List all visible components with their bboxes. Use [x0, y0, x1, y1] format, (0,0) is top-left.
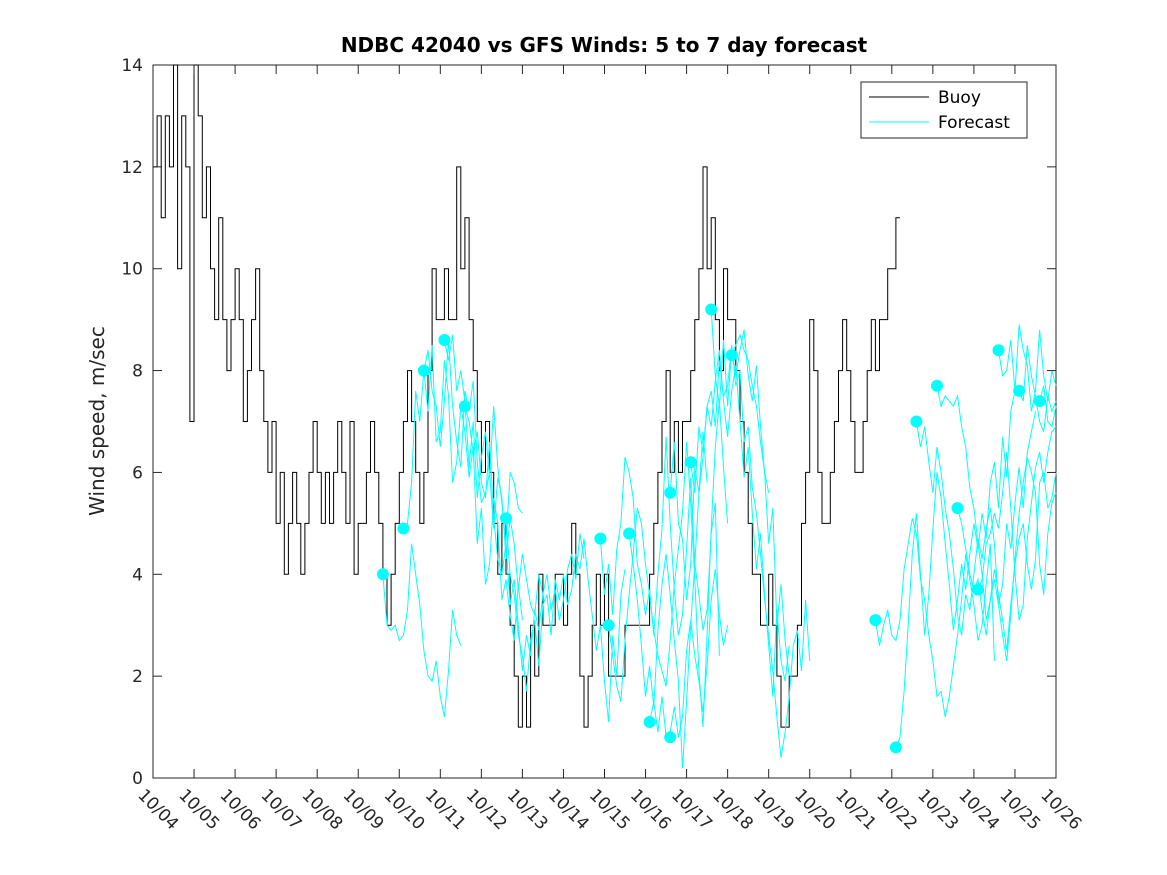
legend-box [860, 81, 1028, 139]
forecast-marker-2 [397, 522, 410, 535]
forecast-line-23 [1039, 385, 1057, 428]
forecast-line-7 [599, 436, 720, 656]
forecast-line-20 [977, 426, 1057, 621]
forecast-series [382, 309, 1057, 768]
forecast-marker-19 [931, 379, 943, 392]
forecast-marker-4 [438, 334, 451, 346]
forecast-line-22 [1018, 345, 1057, 432]
forecast-marker-20 [951, 502, 964, 515]
forecast-marker-10 [643, 716, 656, 728]
forecast-marker-9 [623, 527, 636, 540]
y-tick-label-8: 8 [132, 362, 143, 382]
y-tick-label-12: 12 [121, 158, 143, 178]
forecast-marker-16 [869, 614, 882, 627]
forecast-line-8 [608, 401, 729, 728]
y-tick-label-14: 14 [121, 56, 143, 76]
forecast-marker-5 [458, 400, 471, 413]
forecast-line-21 [998, 324, 1057, 412]
y-tick-label-2: 2 [132, 667, 143, 687]
forecast-line-14 [731, 333, 770, 493]
forecast-marker-11 [664, 731, 677, 744]
forecast-line-18 [936, 385, 1057, 661]
forecast-marker-12 [664, 486, 677, 499]
forecast-line-11 [669, 350, 790, 697]
forecast-marker-15 [725, 349, 738, 362]
y-axis: 0 2 4 6 8 10 12 14 [121, 56, 1056, 789]
y-axis-label: Wind speed, m/sec [85, 326, 109, 516]
y-tick-label-6: 6 [132, 463, 143, 483]
forecast-line-6 [505, 518, 626, 723]
forecast-marker-13 [684, 456, 697, 469]
forecast-marker-18 [910, 415, 923, 428]
forecast-line-1 [382, 543, 462, 717]
forecast-marker-21 [972, 583, 984, 596]
forecast-line-15 [874, 518, 995, 717]
forecast-marker-24 [1033, 395, 1046, 408]
legend-forecast-label: Forecast [938, 113, 1010, 133]
forecast-line-10 [649, 569, 729, 739]
forecast-marker-6 [500, 512, 512, 525]
forecast-line-16 [895, 390, 1016, 748]
chart-title: NDBC 42040 vs GFS Winds: 5 to 7 day fore… [341, 33, 868, 57]
forecast-line-4 [443, 334, 523, 544]
forecast-marker-8 [602, 619, 615, 632]
legend: Buoy Forecast [860, 81, 1028, 139]
forecast-marker-22 [992, 344, 1005, 357]
forecast-line-2 [403, 345, 523, 641]
y-tick-label-10: 10 [121, 260, 143, 280]
forecast-marker-17 [889, 741, 902, 754]
forecast-line-12 [690, 345, 811, 758]
forecast-line-9 [628, 431, 708, 768]
forecast-markers [376, 303, 1046, 754]
y-tick-label-0: 0 [132, 769, 143, 789]
forecast-marker-1 [376, 568, 389, 581]
forecast-marker-14 [705, 303, 718, 316]
y-tick-label-4: 4 [132, 565, 143, 585]
legend-buoy-label: Buoy [938, 88, 981, 108]
forecast-marker-3 [417, 364, 430, 377]
forecast-line-13 [710, 309, 790, 677]
forecast-marker-7 [594, 532, 607, 545]
forecast-line-5 [464, 406, 585, 672]
forecast-line-17 [915, 411, 1036, 636]
plot-area [152, 64, 1057, 779]
forecast-line-3 [423, 339, 544, 616]
forecast-marker-23 [1013, 384, 1026, 397]
